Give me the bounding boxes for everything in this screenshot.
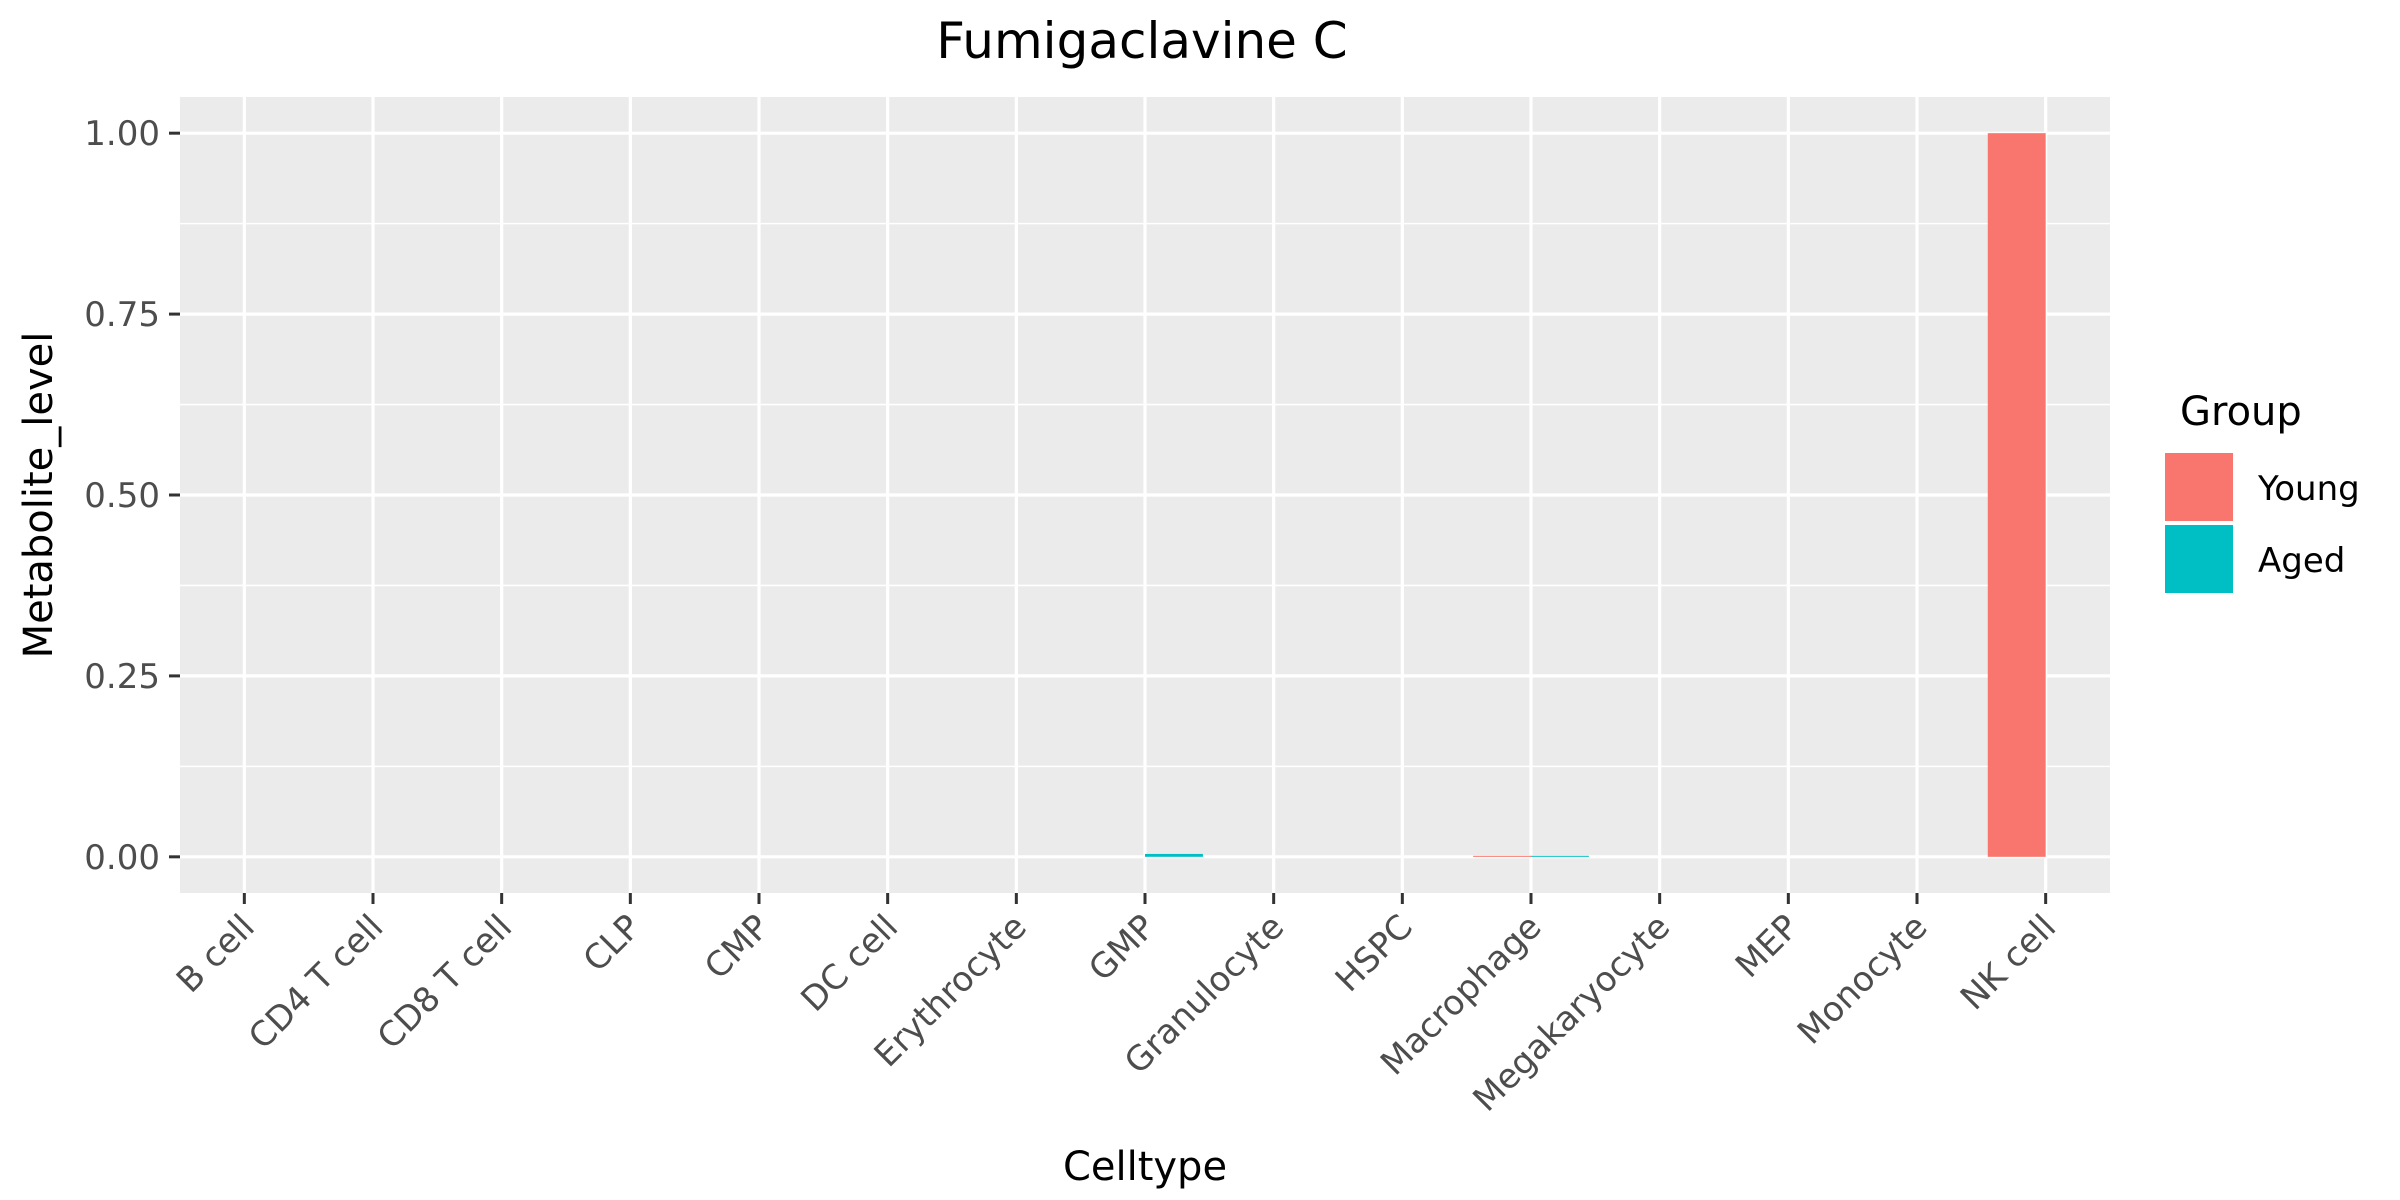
legend: Group Young Aged: [2165, 389, 2360, 593]
legend-key: [2165, 453, 2233, 521]
y-axis-label: Metabolite_level: [16, 332, 62, 659]
x-axis-label: Celltype: [1063, 1144, 1227, 1190]
chart-title: Fumigaclavine C: [936, 12, 1347, 70]
x-tick-label: HSPC: [1328, 907, 1421, 1000]
x-tick-label: CD8 T cell: [370, 907, 520, 1057]
y-tick-label: 0.25: [84, 657, 160, 697]
x-tick-label: DC cell: [793, 907, 906, 1020]
legend-label: Young: [2257, 469, 2360, 509]
bar: [1145, 853, 1203, 857]
x-tick-label: MEP: [1728, 907, 1807, 986]
x-tick-label: CMP: [697, 907, 777, 987]
y-axis: 0.00 0.25 0.50 0.75 1.00: [84, 114, 180, 878]
legend-key: [2165, 525, 2233, 593]
x-tick-label: B cell: [169, 907, 263, 1001]
bar: [1531, 855, 1589, 857]
y-tick-label: 0.50: [84, 476, 160, 516]
x-tick-label: CLP: [576, 907, 649, 980]
legend-title: Group: [2180, 389, 2302, 435]
bar: [1473, 855, 1531, 857]
x-tick-label: CD4 T cell: [241, 907, 391, 1057]
y-tick-label: 0.75: [84, 295, 160, 335]
bars: [1145, 133, 2046, 857]
x-tick-label: Monocyte: [1790, 907, 1935, 1052]
legend-label: Aged: [2258, 541, 2345, 581]
y-tick-label: 1.00: [84, 114, 160, 154]
x-tick-label: NK cell: [1953, 907, 2064, 1018]
y-tick-label: 0.00: [84, 838, 160, 878]
grid-lines: [180, 97, 2110, 893]
bar: [1987, 133, 2046, 857]
x-tick-label: GMP: [1081, 907, 1163, 989]
